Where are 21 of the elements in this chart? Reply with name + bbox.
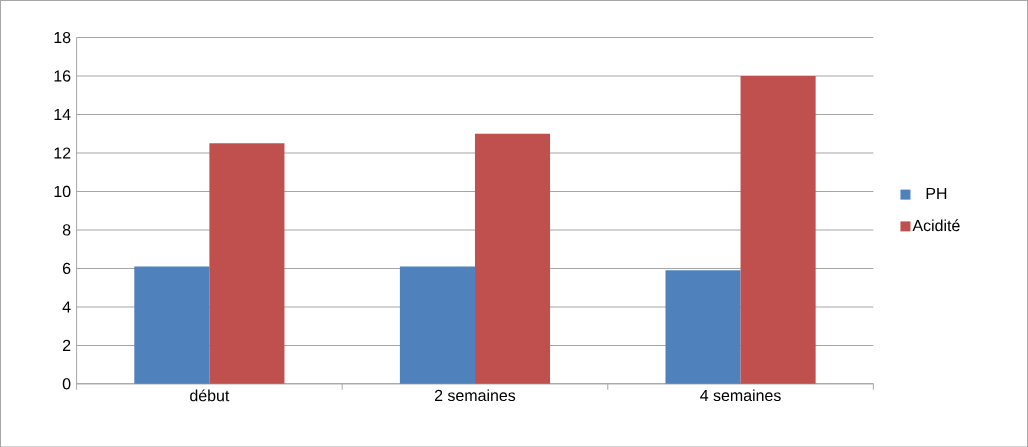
y-tick-label: 14: [54, 108, 71, 120]
bar: [209, 143, 285, 384]
legend-label: PH: [926, 187, 947, 199]
y-tick-label: 12: [54, 147, 71, 159]
y-tick-label: 16: [54, 70, 71, 82]
legend-label: Acidité: [912, 219, 960, 232]
y-tick-label: 6: [63, 262, 71, 274]
bar: [665, 270, 741, 384]
y-tick-label: 2: [62, 339, 71, 351]
x-tick-label: début: [190, 389, 230, 402]
bar: [474, 133, 551, 384]
y-tick-label: 18: [54, 31, 71, 43]
y-tick-label: 8: [62, 224, 71, 236]
x-tick-label: 2 semaines: [434, 389, 516, 401]
bar: [740, 75, 816, 384]
y-tick-label: 10: [54, 185, 71, 197]
bar: [399, 266, 475, 384]
y-tick-label: 0: [62, 378, 71, 390]
bar: [134, 266, 210, 384]
y-tick-label: 4: [62, 301, 71, 313]
x-tick-label: 4 semaines: [700, 389, 781, 401]
